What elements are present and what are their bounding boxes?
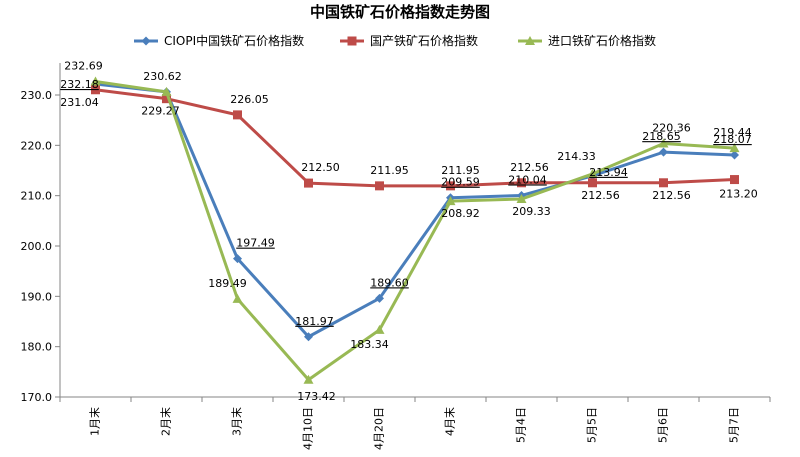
data-label: 213.94 <box>589 166 628 179</box>
data-label: 212.56 <box>510 161 549 174</box>
series-point <box>90 76 101 86</box>
series-point <box>304 332 313 342</box>
series-point <box>525 36 535 45</box>
legend-label: CIOPI中国铁矿石价格指数 <box>164 33 304 48</box>
x-tick-label: 4月20日 <box>373 407 386 450</box>
series-1 <box>91 79 739 342</box>
data-label: 211.95 <box>441 164 480 177</box>
data-label: 232.18 <box>60 78 99 91</box>
data-label: 230.62 <box>143 70 182 83</box>
data-label: 208.92 <box>441 207 480 220</box>
data-label: 210.04 <box>508 173 547 186</box>
data-label: 183.34 <box>350 338 389 351</box>
series-point <box>375 181 384 191</box>
y-tick-label: 180.0 <box>21 341 53 354</box>
series-point <box>446 181 455 191</box>
series-point <box>347 36 357 46</box>
series-3 <box>90 76 740 384</box>
series-point <box>659 147 668 157</box>
data-label: 212.56 <box>652 189 691 202</box>
legend-label: 国产铁矿石价格指数 <box>370 33 478 48</box>
series-point <box>162 94 171 104</box>
y-tick-label: 230.0 <box>21 89 53 102</box>
x-tick-label: 1月末 <box>88 407 102 436</box>
x-tick-label: 5月7日 <box>728 407 741 443</box>
data-label: 209.59 <box>441 176 480 189</box>
x-tick-label: 5月6日 <box>657 407 670 443</box>
data-label: 213.20 <box>719 188 758 201</box>
series-2 <box>91 85 739 191</box>
series-point <box>516 194 527 204</box>
series-point <box>374 324 385 334</box>
x-tick-label: 5月5日 <box>586 407 599 443</box>
y-tick-label: 200.0 <box>21 240 53 253</box>
chart-title: 中国铁矿石价格指数走势图 <box>310 3 490 21</box>
series-point <box>232 293 243 303</box>
x-tick-label: 5月4日 <box>515 407 528 443</box>
data-label: 181.97 <box>295 315 334 328</box>
series-point <box>729 143 740 153</box>
series-point <box>658 138 669 148</box>
data-label: 173.42 <box>297 390 336 403</box>
data-label: 209.33 <box>512 205 551 218</box>
y-tick-label: 220.0 <box>21 139 53 152</box>
series-line <box>95 88 735 188</box>
series-group <box>90 76 740 384</box>
series-line <box>95 79 735 382</box>
legend-label: 进口铁矿石价格指数 <box>548 33 656 48</box>
data-label: 226.05 <box>230 93 269 106</box>
series-point <box>445 196 456 206</box>
series-point <box>141 36 151 46</box>
series-point <box>91 85 100 95</box>
legend-item-1: CIOPI中国铁矿石价格指数 <box>134 33 304 48</box>
data-label: 212.50 <box>301 161 340 174</box>
legend: CIOPI中国铁矿石价格指数 国产铁矿石价格指数 进口铁矿石价格指数 <box>134 33 656 48</box>
data-label: 219.44 <box>713 126 752 139</box>
series-point <box>517 178 526 188</box>
series-point <box>730 150 739 160</box>
data-labels: 232.18 197.49 181.97 189.60 209.59 210.04 213.… <box>60 59 758 402</box>
data-label: 197.49 <box>236 237 275 250</box>
y-tick-label: 190.0 <box>21 290 53 303</box>
y-tick-label: 170.0 <box>21 391 53 404</box>
series-point <box>587 168 598 178</box>
y-tick-label: 210.0 <box>21 190 53 203</box>
data-label: 231.04 <box>60 96 99 109</box>
series-point <box>233 110 242 120</box>
series-line <box>95 82 735 339</box>
legend-item-3: 进口铁矿石价格指数 <box>518 33 656 48</box>
data-label: 211.95 <box>370 164 409 177</box>
series-point <box>303 374 314 384</box>
x-tick-label: 2月末 <box>159 407 173 436</box>
series-point <box>375 293 384 303</box>
data-label: 214.33 <box>557 150 596 163</box>
data-label: 218.07 <box>713 133 752 146</box>
data-label: 232.69 <box>64 59 103 72</box>
x-tick-label: 4月末 <box>443 407 457 436</box>
series-point <box>588 178 597 188</box>
axes: 170.0 180.0 190.0 200.0 210.0 220.0 230.0 1月末 2月… <box>21 63 771 450</box>
series-point <box>659 178 668 188</box>
series-point <box>233 254 242 264</box>
series-point <box>730 175 739 185</box>
data-label: 220.36 <box>652 122 691 135</box>
data-label: 229.27 <box>141 105 180 118</box>
data-label: 189.60 <box>370 276 409 289</box>
series-point <box>304 178 313 188</box>
legend-item-2: 国产铁矿石价格指数 <box>340 33 478 48</box>
x-tick-label: 4月10日 <box>302 407 315 450</box>
data-label: 189.49 <box>208 277 247 290</box>
x-tick-label: 3月末 <box>230 407 244 436</box>
series-point <box>161 86 172 96</box>
data-label: 212.56 <box>581 189 620 202</box>
data-label: 218.65 <box>642 130 681 143</box>
